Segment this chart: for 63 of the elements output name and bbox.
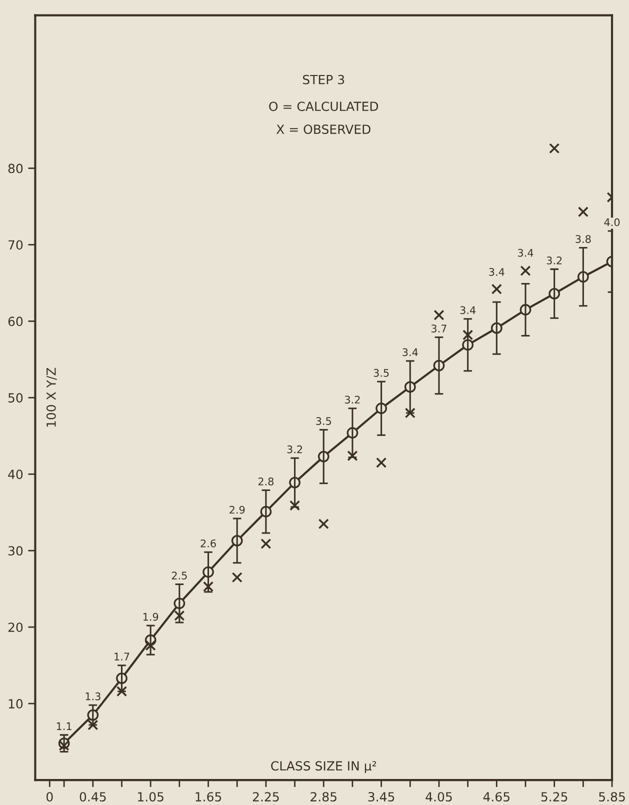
annotation: 2.8 xyxy=(258,478,274,486)
point xyxy=(174,610,185,621)
annotation: 3.2 xyxy=(344,396,360,404)
annotation: 2.5 xyxy=(172,572,187,580)
y-tick-label: 50 xyxy=(8,393,23,403)
y-axis-title: 100 X Y/Z xyxy=(46,368,57,427)
annotation: 3.4 xyxy=(402,348,418,356)
point xyxy=(88,720,98,730)
y-tick-label: 40 xyxy=(8,470,23,480)
annotation: 3.4 xyxy=(489,268,504,276)
y-tick-label: 30 xyxy=(8,546,23,556)
x-tick-label: 2.25 xyxy=(252,792,279,802)
point xyxy=(260,538,272,550)
point xyxy=(376,457,387,468)
point xyxy=(318,518,329,530)
annotation: 3.5 xyxy=(316,417,331,425)
x-tick-label: 5.25 xyxy=(541,792,568,802)
y-tick-label: 60 xyxy=(8,316,23,326)
annotation: 2.6 xyxy=(200,539,216,548)
annotation: O = CALCULATED xyxy=(269,102,378,112)
x-tick-label: 0 xyxy=(46,792,53,802)
text: STEP 3 xyxy=(302,74,344,84)
annotation: 3.4 xyxy=(460,306,476,314)
annotation: 3.2 xyxy=(546,256,562,264)
x-tick-label: 2.85 xyxy=(310,792,336,802)
x-axis-title: CLASS SIZE IN μ² xyxy=(271,761,376,774)
x-tick-label: 1.65 xyxy=(196,792,222,802)
x-tick-label: 5.85 xyxy=(599,792,625,802)
point xyxy=(58,740,70,751)
annotation: X = OBSERVED xyxy=(276,124,370,134)
point xyxy=(202,581,214,592)
y-tick-label: 10 xyxy=(8,699,23,708)
point xyxy=(145,640,156,651)
x-tick-label: 4.65 xyxy=(483,792,510,802)
x-tick-label: 4.05 xyxy=(426,792,452,802)
annotation: 3.7 xyxy=(431,324,446,332)
annotation: 3.4 xyxy=(518,248,534,257)
y-tick-label: 20 xyxy=(8,622,23,632)
y-tick-label: 70 xyxy=(8,240,23,250)
x-tick-label: 1.05 xyxy=(138,792,164,802)
point xyxy=(462,330,474,340)
point xyxy=(347,450,358,462)
annotation: 1.7 xyxy=(114,652,130,660)
annotation: 4.0 xyxy=(604,218,620,226)
annotation: 1.9 xyxy=(143,612,158,621)
annotation: 3.2 xyxy=(287,445,302,454)
point xyxy=(578,206,588,218)
x-tick-label: 0.45 xyxy=(80,792,106,802)
y-tick-label: 80 xyxy=(8,164,23,174)
annotation: 1.1 xyxy=(56,722,72,730)
point xyxy=(116,686,128,697)
annotation: 3.5 xyxy=(374,368,389,377)
point xyxy=(491,284,502,294)
point xyxy=(520,265,531,276)
annotation: 3.8 xyxy=(576,235,591,243)
point xyxy=(404,408,416,418)
point xyxy=(289,500,300,511)
x-tick-label: 3.45 xyxy=(368,792,394,802)
annotation: 1.3 xyxy=(86,692,100,700)
point xyxy=(232,572,242,583)
annotation: 2.9 xyxy=(230,506,245,514)
point xyxy=(434,310,444,320)
point xyxy=(549,143,560,154)
